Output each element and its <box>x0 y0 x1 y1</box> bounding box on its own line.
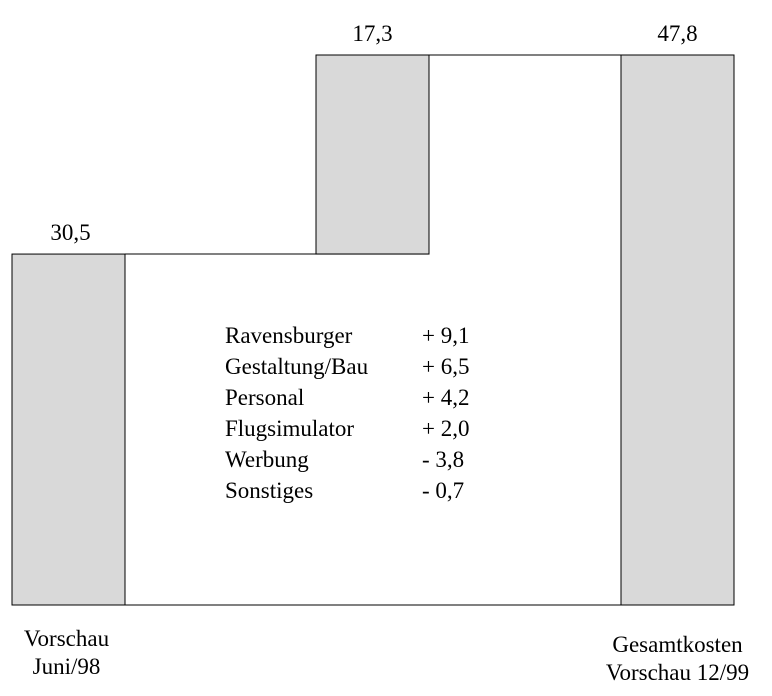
breakdown-name: Flugsimulator <box>225 416 354 441</box>
breakdown-name: Werbung <box>225 447 309 472</box>
breakdown-name: Sonstiges <box>225 478 313 503</box>
bar <box>315 54 430 255</box>
bar <box>620 54 735 606</box>
category-line: Vorschau <box>24 626 110 651</box>
breakdown-value: - 3,8 <box>422 447 464 472</box>
value-label: 47,8 <box>657 21 697 46</box>
breakdown-value: + 9,1 <box>422 323 469 348</box>
category-line: Vorschau 12/99 <box>606 660 749 685</box>
value-label: 30,5 <box>50 220 90 245</box>
category-line: Juni/98 <box>33 654 101 679</box>
breakdown-name: Gestaltung/Bau <box>225 354 369 379</box>
breakdown-value: + 4,2 <box>422 385 469 410</box>
category-label: Gesamtkosten Vorschau 12/99 <box>606 632 749 685</box>
breakdown-value: + 2,0 <box>422 416 469 441</box>
value-label: 17,3 <box>352 21 392 46</box>
category-label: Vorschau Juni/98 <box>24 626 110 679</box>
category-line: Gesamtkosten <box>612 632 743 657</box>
breakdown-value: + 6,5 <box>422 354 469 379</box>
bar <box>11 253 126 606</box>
breakdown-name: Ravensburger <box>225 323 353 348</box>
breakdown-value: - 0,7 <box>422 478 464 503</box>
breakdown-name: Personal <box>225 385 304 410</box>
